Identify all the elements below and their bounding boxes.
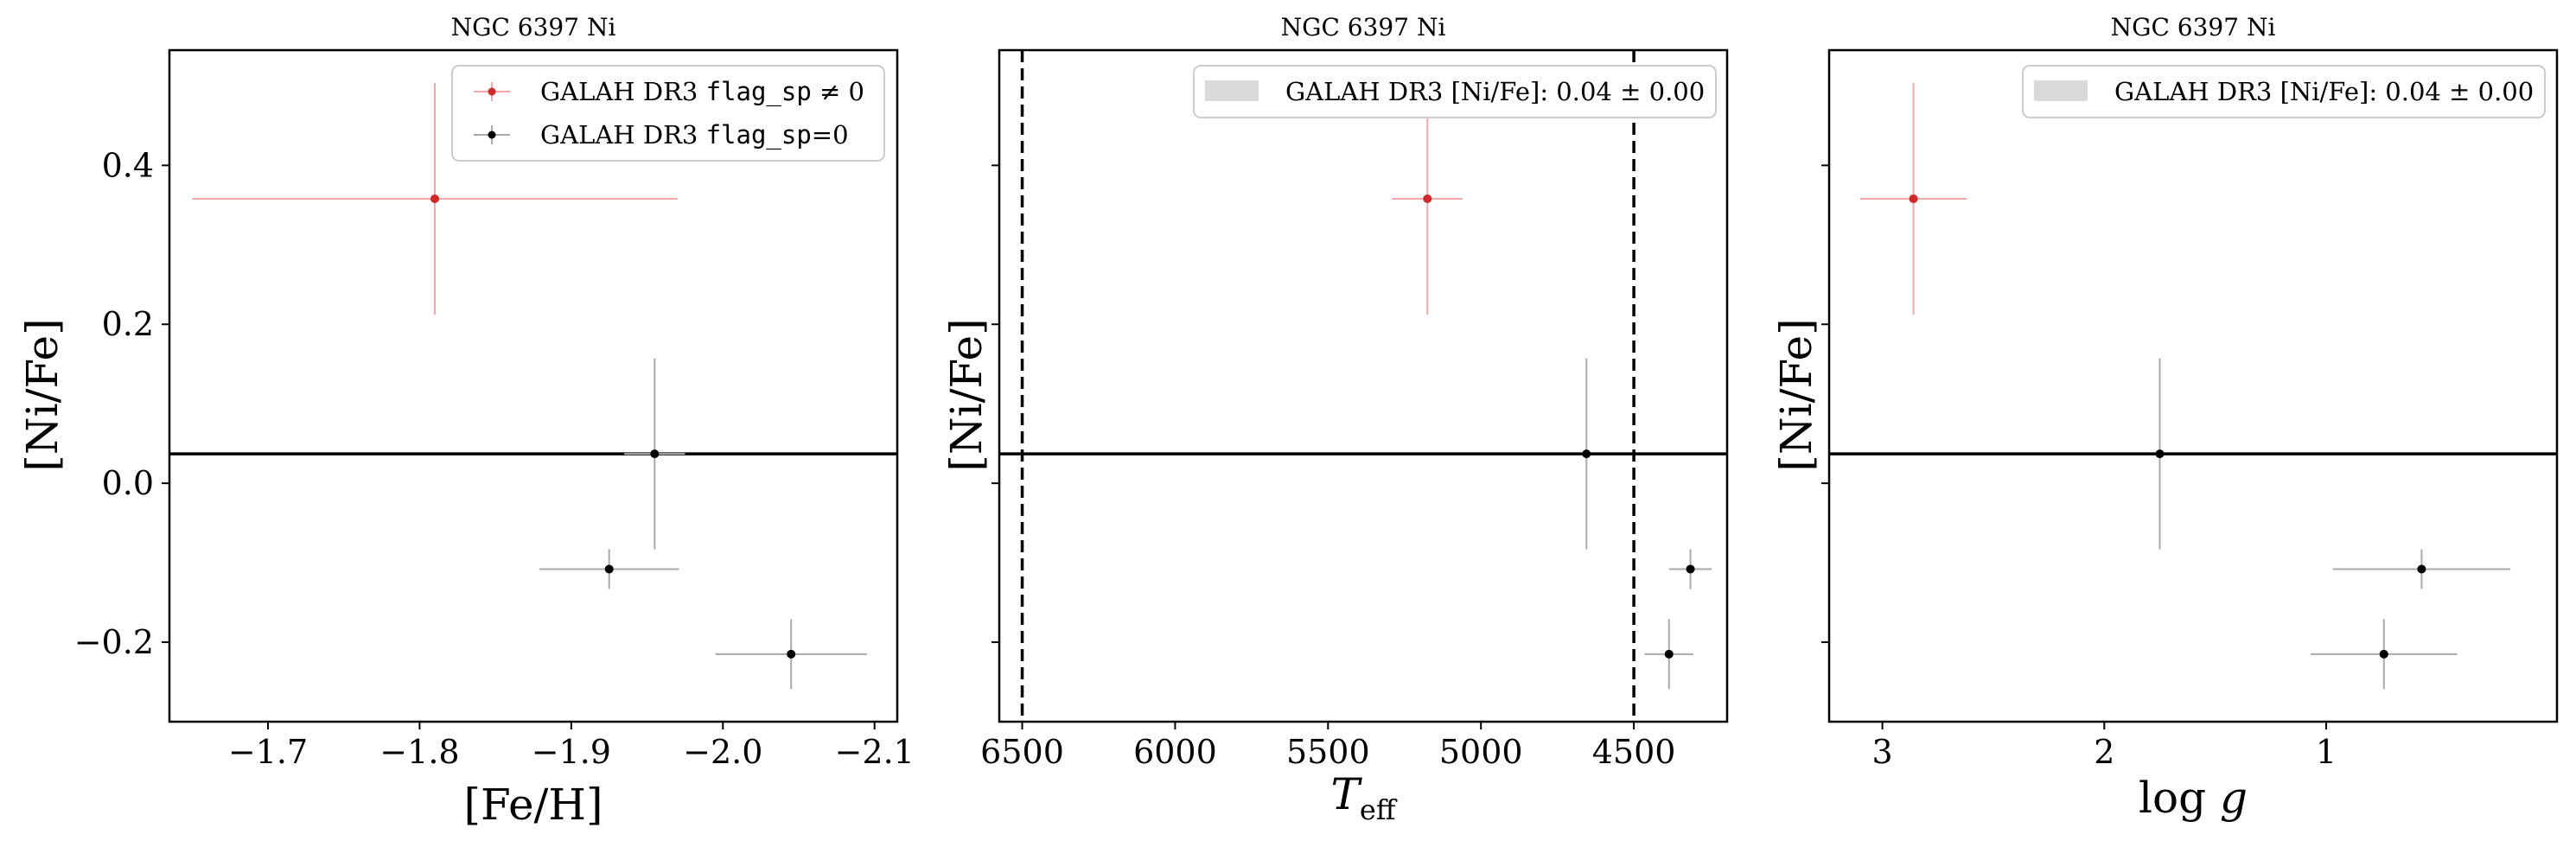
data-point bbox=[604, 564, 614, 574]
panel-1-axes-frame bbox=[168, 48, 899, 723]
y-tick-label: −0.2 bbox=[74, 623, 154, 661]
panel-1-title: NGC 6397 Ni bbox=[451, 13, 616, 41]
y-tick-label: 0.4 bbox=[102, 146, 154, 184]
data-point bbox=[1582, 449, 1591, 459]
panel-1-ylabel: [Ni/Fe] bbox=[17, 318, 67, 471]
x-tick-label: 5000 bbox=[1439, 733, 1523, 771]
data-point bbox=[650, 449, 660, 459]
x-tick-label: 4500 bbox=[1592, 733, 1676, 771]
x-tick-label: 1 bbox=[2316, 733, 2337, 771]
panel-2-plot: 6500 6000 5500 5000 4500 bbox=[980, 50, 1727, 771]
panel-1-plot: −1.7 −1.8 −1.9 −2.0 −2.1 −0.2 0.0 0.2 0.4 bbox=[74, 82, 915, 771]
y-tick-label: 0.0 bbox=[102, 464, 154, 502]
legend-marker-flagged bbox=[474, 82, 510, 101]
data-point bbox=[1909, 194, 1918, 203]
x-tick-label: −1.9 bbox=[532, 733, 611, 771]
x-tick-label: 6000 bbox=[1133, 733, 1217, 771]
panel-3-ylabel: [Ni/Fe] bbox=[1771, 318, 1821, 471]
panel-3-legend: GALAH DR3 [Ni/Fe]: 0.04 ± 0.00 bbox=[2022, 65, 2546, 118]
panel-1-xlabel: [Fe/H] bbox=[463, 780, 603, 830]
panel-2-xlabel: Teff bbox=[1330, 769, 1397, 826]
x-tick-label: 5500 bbox=[1286, 733, 1370, 771]
panel-3: NGC 6397 Ni 3 2 1 [Ni/Fe] log g GALAH DR3 … bbox=[1771, 13, 2559, 823]
legend-band-swatch bbox=[2034, 80, 2088, 101]
x-tick-label: −1.7 bbox=[228, 733, 308, 771]
legend-band-swatch bbox=[1205, 80, 1259, 101]
panel-2-legend: GALAH DR3 [Ni/Fe]: 0.04 ± 0.00 bbox=[1193, 65, 1717, 118]
legend-label-flagged: GALAH DR3 flag_sp ≠ 0 bbox=[540, 77, 864, 107]
x-tick-label: −2.0 bbox=[683, 733, 762, 771]
data-point bbox=[787, 649, 796, 659]
data-point bbox=[2155, 449, 2165, 459]
x-tick-label: 6500 bbox=[980, 733, 1064, 771]
panel-3-legend-box bbox=[2022, 65, 2546, 118]
panel-2-legend-box bbox=[1193, 65, 1717, 118]
panel-3-plot: 3 2 1 bbox=[1821, 82, 2557, 771]
panel-1-legend-box bbox=[451, 65, 885, 162]
legend-marker-unflagged bbox=[474, 125, 510, 144]
data-point bbox=[1686, 564, 1695, 574]
panel-3-title: NGC 6397 Ni bbox=[2111, 13, 2276, 41]
panel-2-axes-frame bbox=[998, 48, 1729, 723]
y-tick-label: 0.2 bbox=[102, 305, 154, 343]
panel-3-legend-label: GALAH DR3 [Ni/Fe]: 0.04 ± 0.00 bbox=[2114, 77, 2534, 106]
x-tick-label: −1.8 bbox=[379, 733, 459, 771]
panel-2-title: NGC 6397 Ni bbox=[1281, 13, 1446, 41]
panel-1-legend: GALAH DR3 flag_sp ≠ 0 GALAH DR3 flag_sp=… bbox=[451, 65, 885, 162]
panel-2-ylabel: [Ni/Fe] bbox=[941, 318, 992, 471]
panel-1: NGC 6397 Ni −1.7 −1.8 −1.9 −2.0 −2.1 −0.2 0.0 0… bbox=[17, 13, 915, 830]
legend-label-unflagged: GALAH DR3 flag_sp=0 bbox=[540, 120, 849, 150]
x-tick-label: 2 bbox=[2094, 733, 2114, 771]
data-point bbox=[2417, 564, 2426, 574]
data-point bbox=[2379, 649, 2388, 659]
panel-2-legend-label: GALAH DR3 [Ni/Fe]: 0.04 ± 0.00 bbox=[1285, 77, 1705, 106]
panel-3-xlabel: log g bbox=[2139, 773, 2248, 823]
x-tick-label: −2.1 bbox=[835, 733, 915, 771]
data-point bbox=[1664, 649, 1674, 659]
data-point bbox=[1423, 194, 1432, 203]
x-tick-label: 3 bbox=[1872, 733, 1893, 771]
panel-2: NGC 6397 Ni 6500 6000 5500 5000 4500 [Ni/Fe]… bbox=[941, 13, 1729, 826]
panel-3-axes-frame bbox=[1827, 48, 2559, 723]
data-point bbox=[430, 194, 439, 203]
